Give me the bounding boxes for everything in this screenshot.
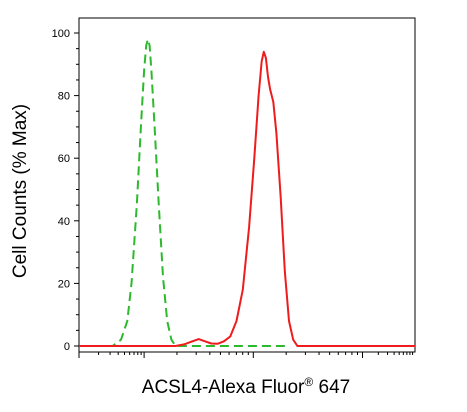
plot-area: 0 20 40 60 80 100 [52,17,416,358]
y-tick-label: 20 [58,278,70,290]
y-tick-label: 80 [58,91,70,103]
acsl4-series-line [79,50,415,347]
y-tick-label: 60 [58,153,70,165]
x-axis-title-main: ACSL4-Alexa Fluor [142,377,305,398]
y-tick-label: 40 [58,216,70,228]
y-axis-title: Cell Counts (% Max) [10,104,31,278]
x-axis-title-tail: 647 [313,377,350,398]
y-tick-label: 0 [64,341,70,353]
plot-frame [78,17,416,353]
y-tick-label: 100 [52,28,70,40]
x-axis-title: ACSL4-Alexa Fluor® 647 [142,375,350,398]
control-series-line [79,38,289,347]
x-axis-title-registered-mark: ® [304,375,313,389]
